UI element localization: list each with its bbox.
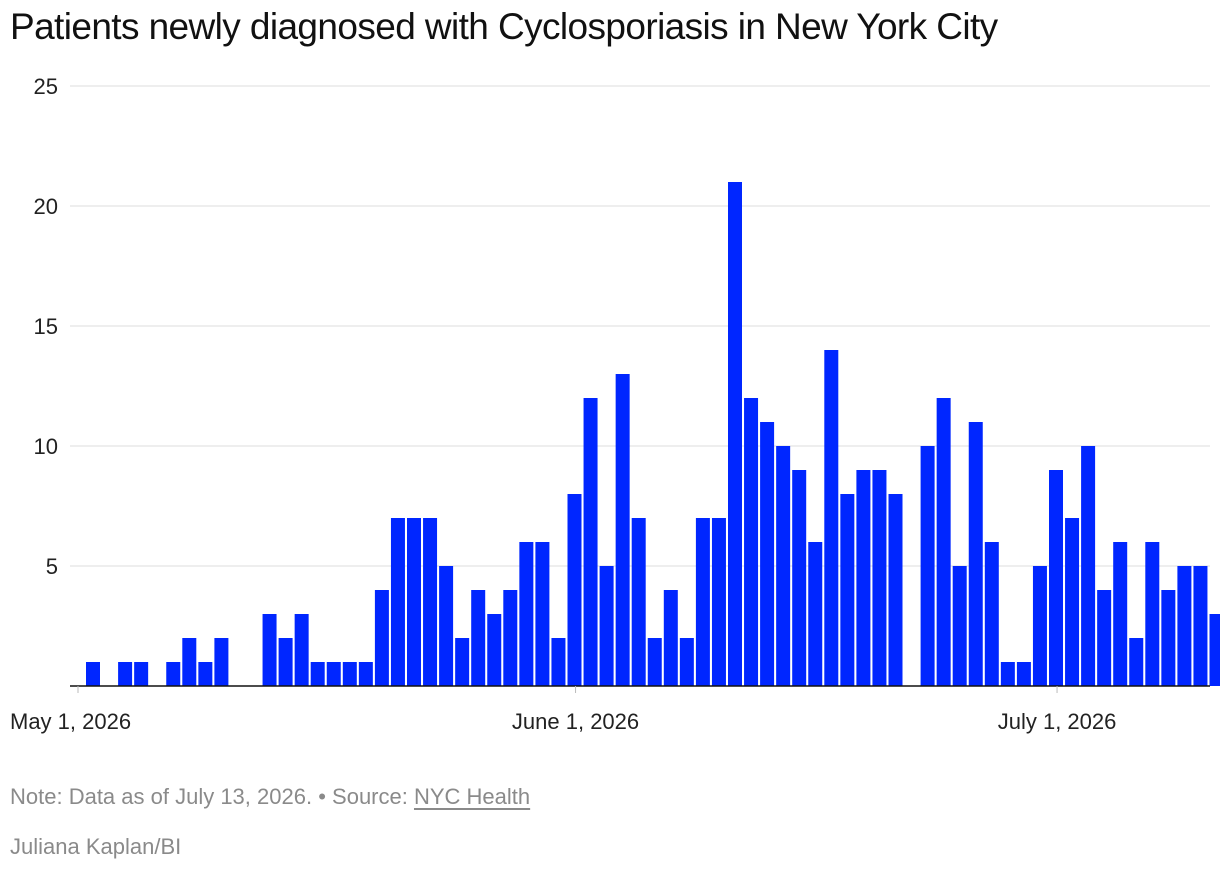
bar bbox=[599, 566, 614, 686]
x-tick-label: July 1, 2026 bbox=[998, 709, 1117, 734]
bar bbox=[310, 662, 325, 686]
bar bbox=[615, 374, 630, 686]
bar bbox=[551, 638, 566, 686]
bar bbox=[1161, 590, 1176, 686]
bar bbox=[984, 542, 999, 686]
bar-chart: 5 10 15 20 25 May 1, 2026 June 1, 2026 July 1,… bbox=[10, 74, 1220, 734]
bar bbox=[86, 662, 100, 686]
y-tick-label: 10 bbox=[34, 434, 58, 459]
bar bbox=[1032, 566, 1047, 686]
bar bbox=[776, 446, 791, 686]
bar bbox=[455, 638, 470, 686]
bar bbox=[326, 662, 341, 686]
footer-note: Note: Data as of July 13, 2026. • Source… bbox=[10, 784, 530, 810]
separator: • bbox=[318, 784, 326, 809]
bar bbox=[792, 470, 807, 686]
bars bbox=[86, 182, 1220, 686]
bar bbox=[439, 566, 454, 686]
bar bbox=[1129, 638, 1144, 686]
bar bbox=[760, 422, 775, 686]
chart-title: Patients newly diagnosed with Cyclospori… bbox=[10, 6, 998, 47]
bar bbox=[567, 494, 582, 686]
bar bbox=[679, 638, 694, 686]
bar bbox=[888, 494, 903, 686]
source-link[interactable]: NYC Health bbox=[413, 784, 531, 809]
y-axis-ticks: 5 10 15 20 25 bbox=[34, 74, 58, 579]
bar bbox=[278, 638, 293, 686]
bar bbox=[840, 494, 855, 686]
bar bbox=[824, 350, 839, 686]
bar bbox=[390, 518, 405, 686]
bar bbox=[423, 518, 438, 686]
bar bbox=[1081, 446, 1096, 686]
bar bbox=[808, 542, 823, 686]
bar bbox=[872, 470, 887, 686]
bar bbox=[1113, 542, 1128, 686]
y-tick-label: 20 bbox=[34, 194, 58, 219]
x-tick-label: May 1, 2026 bbox=[10, 709, 131, 734]
x-axis-ticks: May 1, 2026 June 1, 2026 July 1, 2026 bbox=[10, 686, 1116, 734]
bar bbox=[744, 398, 759, 686]
bar bbox=[535, 542, 550, 686]
note-text: Note: Data as of July 13, 2026. bbox=[10, 784, 313, 809]
gridlines bbox=[70, 85, 1210, 567]
x-tick-label: June 1, 2026 bbox=[512, 709, 639, 734]
bar bbox=[631, 518, 646, 686]
bar bbox=[1016, 662, 1031, 686]
bar bbox=[134, 662, 149, 686]
bar bbox=[952, 566, 967, 686]
bar bbox=[1209, 614, 1220, 686]
bar bbox=[936, 398, 951, 686]
bar bbox=[1097, 590, 1112, 686]
bar bbox=[711, 518, 726, 686]
bar bbox=[182, 638, 197, 686]
bar bbox=[166, 662, 181, 686]
bar bbox=[968, 422, 983, 686]
source-prefix: Source: bbox=[332, 784, 408, 809]
bar bbox=[294, 614, 309, 686]
bar bbox=[374, 590, 389, 686]
y-tick-label: 5 bbox=[46, 554, 58, 579]
bar bbox=[663, 590, 678, 686]
bar bbox=[1065, 518, 1080, 686]
bar bbox=[214, 638, 229, 686]
y-tick-label: 25 bbox=[34, 74, 58, 99]
bar bbox=[118, 662, 133, 686]
bar bbox=[358, 662, 373, 686]
bar bbox=[1000, 662, 1015, 686]
bar bbox=[407, 518, 421, 686]
bar bbox=[198, 662, 213, 686]
bar bbox=[1145, 542, 1160, 686]
bar bbox=[519, 542, 534, 686]
bar bbox=[1193, 566, 1208, 686]
bar bbox=[342, 662, 357, 686]
bar bbox=[487, 614, 502, 686]
bar bbox=[262, 614, 277, 686]
y-tick-label: 15 bbox=[34, 314, 58, 339]
bar bbox=[471, 590, 486, 686]
bar bbox=[1177, 566, 1192, 686]
bar bbox=[920, 446, 935, 686]
bar bbox=[695, 518, 710, 686]
bar bbox=[856, 470, 871, 686]
bar bbox=[728, 182, 742, 686]
bar bbox=[647, 638, 662, 686]
bar bbox=[503, 590, 518, 686]
bar bbox=[583, 398, 598, 686]
bar bbox=[1049, 470, 1063, 686]
credit: Juliana Kaplan/BI bbox=[10, 834, 182, 859]
